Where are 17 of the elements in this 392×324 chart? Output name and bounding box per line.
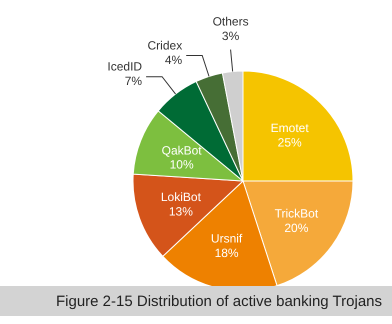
data-label: 4% [164,52,183,67]
data-label: 10% [170,158,194,172]
slice-label: Others [212,14,249,29]
slice-label: QakBot [162,143,202,158]
data-label: 25% [278,135,302,150]
slice-label: Cridex [148,38,182,52]
data-label: 7% [124,74,142,88]
slice-label: LokiBot [160,190,202,204]
data-label: 18% [214,246,239,260]
slice-label: TrickBot [274,206,319,220]
slice-label: Ursnif [210,232,243,246]
data-label: 3% [222,28,240,43]
data-label: 20% [284,220,309,235]
slice-label: IcedID [107,60,142,74]
slice-label: Emotet [270,120,310,135]
data-label: 13% [168,204,194,218]
text: Figure 2-15 Distribution of active banking Trojans [56,292,382,310]
